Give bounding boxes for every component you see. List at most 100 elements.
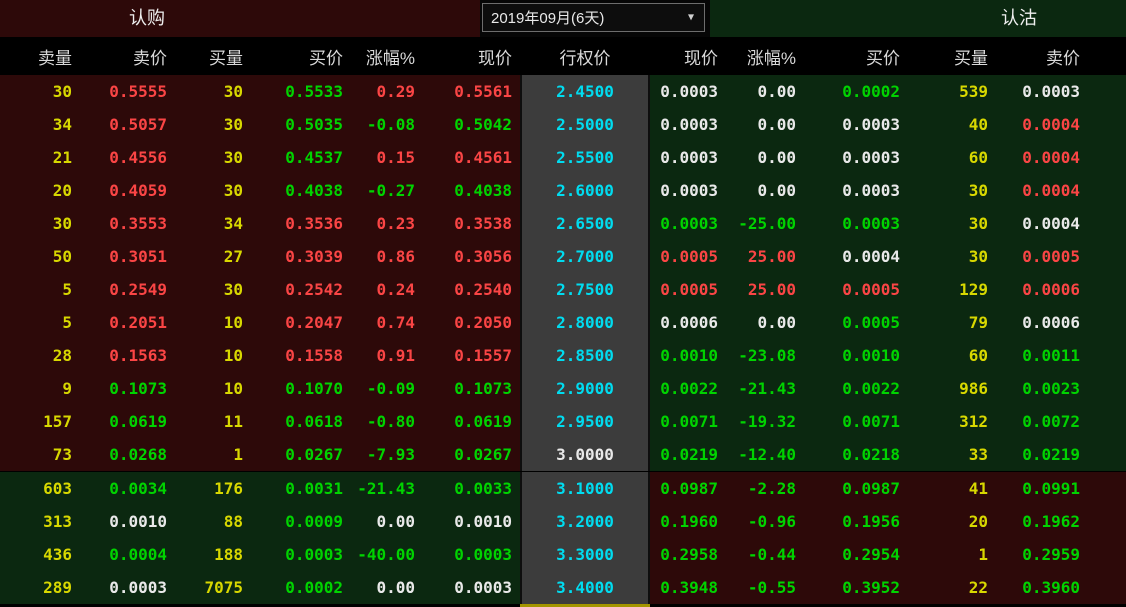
header-call-change-pct: 涨幅% (365, 48, 415, 68)
row-spacer (1088, 273, 1126, 306)
put-last-price: 0.0987 (650, 472, 726, 505)
option-row-3.0000[interactable]: 73 0.0268 1 0.0267 -7.93 0.0267 3.0000 0.0219 -1… (0, 438, 1126, 471)
call-sell-volume: 436 (0, 538, 80, 571)
put-change-pct: -0.96 (726, 505, 804, 538)
option-row-2.5500[interactable]: 21 0.4556 30 0.4537 0.15 0.4561 2.5500 0.0003 0.… (0, 141, 1126, 174)
header-call-buy-price: 买价 (309, 48, 343, 68)
call-last-price: 0.3056 (423, 240, 520, 273)
call-buy-volume: 11 (175, 405, 251, 438)
expiry-month-dropdown[interactable]: 2019年09月(6天) ▼ (482, 3, 705, 32)
quote-rows: 30 0.5555 30 0.5533 0.29 0.5561 2.4500 0.0003 0.… (0, 75, 1126, 604)
put-buy-volume: 60 (908, 141, 996, 174)
option-row-2.7000[interactable]: 50 0.3051 27 0.3039 0.86 0.3056 2.7000 0.0005 25… (0, 240, 1126, 273)
strike-price-cell: 3.2000 (520, 505, 650, 538)
put-buy-price: 0.0003 (804, 108, 908, 141)
call-buy-volume: 1 (175, 438, 251, 471)
option-row-3.4000[interactable]: 289 0.0003 7075 0.0002 0.00 0.0003 3.4000 0.394… (0, 571, 1126, 604)
bottom-strip (0, 604, 1126, 607)
header-put-sell-price: 卖价 (1046, 48, 1080, 68)
call-sell-price: 0.5057 (80, 108, 175, 141)
strike-price-cell: 2.9000 (520, 372, 650, 405)
row-spacer (1088, 108, 1126, 141)
option-row-3.3000[interactable]: 436 0.0004 188 0.0003 -40.00 0.0003 3.3000 0.29… (0, 538, 1126, 571)
call-buy-price: 0.0003 (251, 538, 351, 571)
header-put-change-pct: 涨幅% (746, 48, 796, 68)
put-buy-price: 0.0005 (804, 306, 908, 339)
put-buy-volume: 1 (908, 538, 996, 571)
option-row-2.6500[interactable]: 30 0.3553 34 0.3536 0.23 0.3538 2.6500 0.0003 -2… (0, 207, 1126, 240)
call-sell-volume: 20 (0, 174, 80, 207)
option-row-2.6000[interactable]: 20 0.4059 30 0.4038 -0.27 0.4038 2.6000 0.0003 0… (0, 174, 1126, 207)
call-buy-price: 0.1070 (251, 372, 351, 405)
option-row-2.9000[interactable]: 9 0.1073 10 0.1070 -0.09 0.1073 2.9000 0.0022 -2… (0, 372, 1126, 405)
call-sell-volume: 34 (0, 108, 80, 141)
call-change-pct: 0.74 (351, 306, 423, 339)
call-change-pct: 0.15 (351, 141, 423, 174)
strike-price-cell: 2.7500 (520, 273, 650, 306)
put-sell-price: 0.0004 (996, 174, 1088, 207)
option-row-3.1000[interactable]: 603 0.0034 176 0.0031 -21.43 0.0033 3.1000 0.09… (0, 471, 1126, 505)
put-panel-title: 认沽 (1001, 8, 1037, 28)
put-sell-price: 0.0006 (996, 306, 1088, 339)
call-sell-price: 0.3553 (80, 207, 175, 240)
row-spacer (1088, 505, 1126, 538)
option-row-2.7500[interactable]: 5 0.2549 30 0.2542 0.24 0.2540 2.7500 0.0005 25.… (0, 273, 1126, 306)
option-row-2.5000[interactable]: 34 0.5057 30 0.5035 -0.08 0.5042 2.5000 0.0003 0… (0, 108, 1126, 141)
row-spacer (1088, 141, 1126, 174)
put-last-price: 0.0005 (650, 240, 726, 273)
strike-price-cell: 2.8000 (520, 306, 650, 339)
call-last-price: 0.0267 (423, 438, 520, 471)
put-last-price: 0.0003 (650, 207, 726, 240)
put-last-price: 0.0010 (650, 339, 726, 372)
put-change-pct: -0.55 (726, 571, 804, 604)
option-row-3.2000[interactable]: 313 0.0010 88 0.0009 0.00 0.0010 3.2000 0.1960-… (0, 505, 1126, 538)
call-buy-price: 0.4038 (251, 174, 351, 207)
row-spacer (1088, 538, 1126, 571)
put-last-price: 0.0003 (650, 174, 726, 207)
call-sell-volume: 5 (0, 306, 80, 339)
row-spacer (1088, 306, 1126, 339)
call-buy-price: 0.3536 (251, 207, 351, 240)
option-row-2.8000[interactable]: 5 0.2051 10 0.2047 0.74 0.2050 2.8000 0.0006 0.0… (0, 306, 1126, 339)
call-change-pct: 0.24 (351, 273, 423, 306)
row-spacer (1088, 240, 1126, 273)
call-sell-price: 0.0619 (80, 405, 175, 438)
call-sell-price: 0.2051 (80, 306, 175, 339)
put-buy-volume: 129 (908, 273, 996, 306)
call-buy-volume: 176 (175, 472, 251, 505)
option-row-2.8500[interactable]: 28 0.1563 10 0.1558 0.91 0.1557 2.8500 0.0010 -2… (0, 339, 1126, 372)
call-last-price: 0.3538 (423, 207, 520, 240)
call-last-price: 0.1073 (423, 372, 520, 405)
put-buy-volume: 40 (908, 108, 996, 141)
put-sell-price: 0.0004 (996, 141, 1088, 174)
call-sell-price: 0.4556 (80, 141, 175, 174)
put-buy-price: 0.2954 (804, 538, 908, 571)
call-sell-volume: 603 (0, 472, 80, 505)
option-row-2.4500[interactable]: 30 0.5555 30 0.5533 0.29 0.5561 2.4500 0.0003 0.… (0, 75, 1126, 108)
put-change-pct: -21.43 (726, 372, 804, 405)
put-sell-price: 0.0006 (996, 273, 1088, 306)
call-panel-title-bg (0, 0, 480, 37)
put-change-pct: -25.00 (726, 207, 804, 240)
call-change-pct: 0.00 (351, 571, 423, 604)
call-change-pct: -0.27 (351, 174, 423, 207)
put-buy-price: 0.3952 (804, 571, 908, 604)
put-sell-price: 0.0004 (996, 108, 1088, 141)
put-change-pct: -2.28 (726, 472, 804, 505)
header-put-last-price: 现价 (684, 48, 718, 68)
call-change-pct: 0.00 (351, 505, 423, 538)
call-buy-price: 0.2542 (251, 273, 351, 306)
put-sell-price: 0.0005 (996, 240, 1088, 273)
put-sell-price: 0.0991 (996, 472, 1088, 505)
put-change-pct: -0.44 (726, 538, 804, 571)
put-change-pct: -12.40 (726, 438, 804, 471)
put-buy-volume: 986 (908, 372, 996, 405)
strike-price-cell: 2.7000 (520, 240, 650, 273)
put-last-price: 0.0003 (650, 141, 726, 174)
row-spacer (1088, 405, 1126, 438)
strike-price-cell: 2.6500 (520, 207, 650, 240)
option-row-2.9500[interactable]: 157 0.0619 11 0.0618 -0.80 0.0619 2.9500 0.0071… (0, 405, 1126, 438)
call-last-price: 0.0003 (423, 571, 520, 604)
call-sell-volume: 21 (0, 141, 80, 174)
